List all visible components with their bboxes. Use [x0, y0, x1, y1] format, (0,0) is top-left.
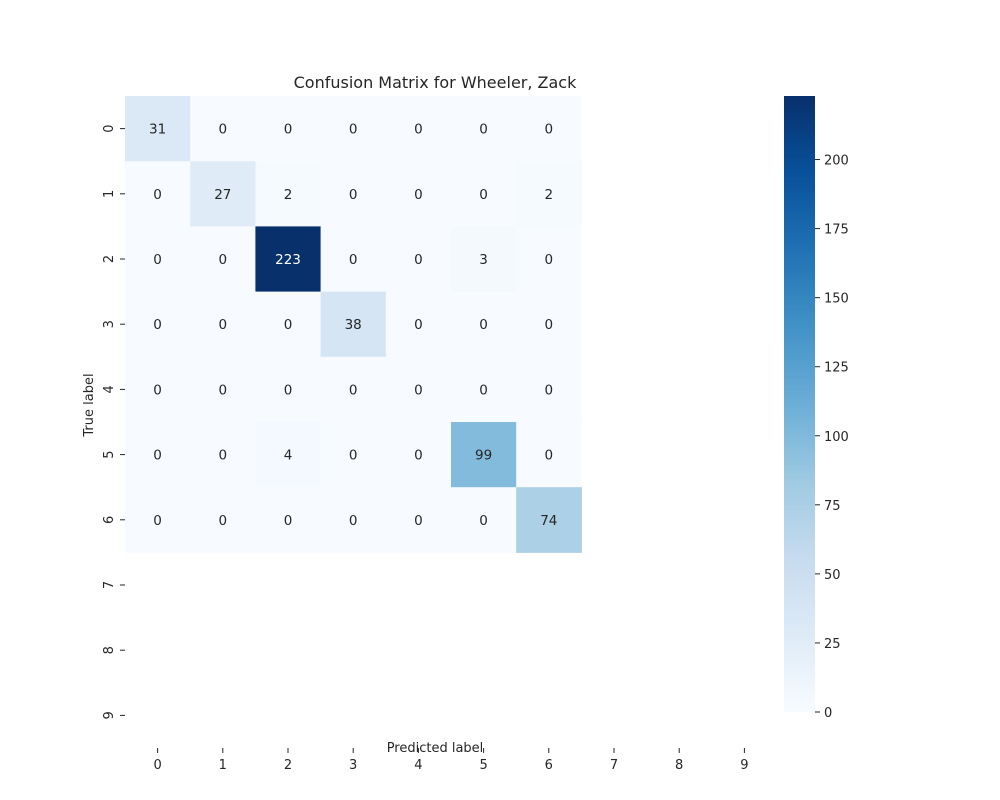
- y-tick-label: 4: [102, 385, 117, 393]
- y-tick-label: 5: [102, 450, 117, 458]
- cell-value-label: 0: [545, 382, 554, 398]
- cell-value-label: 2: [284, 187, 293, 203]
- cell-value-label: 0: [414, 122, 423, 138]
- chart-title: Confusion Matrix for Wheeler, Zack: [294, 73, 577, 92]
- y-tick-label: 1: [102, 190, 117, 198]
- cell-value-label: 0: [545, 448, 554, 464]
- cell-value-label: 223: [275, 252, 301, 268]
- cell-value-label: 0: [479, 187, 488, 203]
- colorbar-ticks: 0 25 50 75 100 125 150 175 200: [815, 154, 849, 721]
- cell-value-label: 0: [219, 513, 228, 529]
- cell-value-label: 0: [219, 122, 228, 138]
- colorbar-tick-label: 175: [824, 223, 849, 238]
- cell-value-label: 0: [153, 513, 162, 529]
- cell-value-label: 0: [414, 513, 423, 529]
- cell-value-label: 99: [475, 448, 492, 464]
- cell-value-label: 0: [414, 448, 423, 464]
- cell-value-label: 0: [284, 382, 293, 398]
- cell-value-label: 2: [545, 187, 554, 203]
- cell-value-label: 0: [219, 252, 228, 268]
- cell-value-label: 0: [545, 317, 554, 333]
- x-tick-label: 1: [219, 758, 227, 773]
- x-tick-label: 7: [610, 758, 618, 773]
- cell-value-label: 0: [349, 382, 358, 398]
- cell-value-label: 0: [284, 317, 293, 333]
- x-tick-label: 3: [349, 758, 357, 773]
- y-tick-label: 0: [102, 124, 117, 132]
- cell-value-label: 74: [540, 513, 557, 529]
- y-tick-label: 7: [102, 581, 117, 589]
- cell-value-label: 0: [479, 382, 488, 398]
- cell-value-label: 0: [479, 317, 488, 333]
- x-tick-label: 8: [675, 758, 683, 773]
- colorbar-tick-label: 200: [824, 154, 849, 169]
- cell-value-label: 3: [479, 252, 488, 268]
- cell-value-label: 0: [219, 317, 228, 333]
- cell-value-label: 0: [545, 252, 554, 268]
- colorbar-tick-label: 100: [824, 430, 849, 445]
- cell-value-label: 0: [349, 448, 358, 464]
- cell-value-label: 38: [345, 317, 362, 333]
- colorbar: [784, 96, 815, 712]
- y-axis-label: True label: [82, 373, 97, 437]
- cell-value-label: 0: [153, 252, 162, 268]
- cell-value-label: 0: [153, 317, 162, 333]
- colorbar-tick-label: 25: [824, 637, 841, 652]
- cell-value-label: 0: [545, 122, 554, 138]
- cell-value-label: 0: [219, 382, 228, 398]
- y-tick-label: 9: [102, 711, 117, 719]
- cell-value-label: 0: [349, 252, 358, 268]
- cell-value-label: 0: [153, 382, 162, 398]
- x-tick-label: 0: [153, 758, 161, 773]
- cell-value-label: 0: [414, 382, 423, 398]
- cell-value-label: 27: [214, 187, 231, 203]
- cell-value-label: 0: [349, 187, 358, 203]
- cell-value-label: 0: [414, 187, 423, 203]
- y-tick-label: 2: [102, 255, 117, 263]
- cell-value-label: 0: [414, 317, 423, 333]
- cell-value-label: 0: [479, 513, 488, 529]
- cell-value-label: 0: [284, 122, 293, 138]
- cell-value-label: 0: [349, 513, 358, 529]
- y-tick-label: 8: [102, 646, 117, 654]
- heatmap-cells: 31 0 0 0 0 0 0 0 27 2 0 0 0 2 0 0 223 0 0 3 0 0 0 0 38 0 0 0 0 0 0 0 0 0 0…: [125, 96, 582, 553]
- cell-value-label: 0: [153, 187, 162, 203]
- cell-value-label: 0: [153, 448, 162, 464]
- x-tick-label: 6: [545, 758, 553, 773]
- y-tick-label: 3: [102, 320, 117, 328]
- cell-value-label: 4: [284, 448, 293, 464]
- x-tick-label: 9: [740, 758, 748, 773]
- colorbar-tick-label: 125: [824, 361, 849, 376]
- y-axis-ticks: 0 1 2 3 4 5 6 7 8 9: [102, 124, 125, 719]
- cell-value-label: 31: [149, 122, 166, 138]
- colorbar-tick-label: 150: [824, 292, 849, 307]
- cell-value-label: 0: [479, 122, 488, 138]
- x-tick-label: 2: [284, 758, 292, 773]
- colorbar-tick-label: 0: [824, 706, 832, 721]
- x-tick-label: 4: [414, 758, 422, 773]
- colorbar-tick-label: 50: [824, 568, 841, 583]
- cell-value-label: 0: [284, 513, 293, 529]
- cell-value-label: 0: [349, 122, 358, 138]
- cell-value-label: 0: [414, 252, 423, 268]
- colorbar-tick-label: 75: [824, 499, 841, 514]
- y-tick-label: 6: [102, 516, 117, 524]
- cell-value-label: 0: [219, 448, 228, 464]
- x-axis-label: Predicted label: [387, 741, 484, 756]
- x-tick-label: 5: [479, 758, 487, 773]
